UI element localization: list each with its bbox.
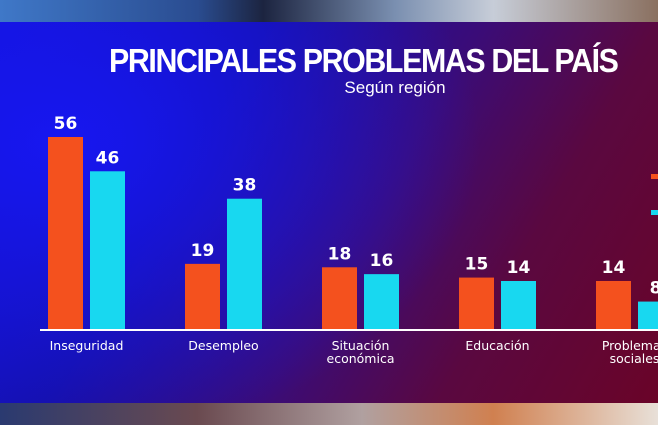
- chart-title: PRINCIPALES PROBLEMAS DEL PAÍS: [108, 42, 619, 79]
- category-label: Educación: [465, 338, 529, 353]
- value-label: 56: [54, 114, 78, 134]
- value-label: 16: [370, 251, 394, 271]
- bar-3-1: [501, 281, 536, 329]
- value-label: 19: [191, 241, 215, 261]
- bar-2-0: [322, 267, 357, 329]
- category-label: Inseguridad: [50, 338, 124, 353]
- bar-3-0: [459, 277, 494, 329]
- bar-0-1: [90, 171, 125, 329]
- background-photo-top: [0, 0, 658, 22]
- value-label: 38: [233, 176, 257, 196]
- chart-subtitle: Según región: [344, 78, 446, 97]
- category-label: Situación: [332, 338, 390, 353]
- bar-2-1: [364, 274, 399, 329]
- category-label: Desempleo: [188, 338, 258, 353]
- value-label: 8: [650, 279, 658, 299]
- value-label: 18: [328, 244, 352, 264]
- value-label: 14: [602, 258, 626, 278]
- legend-swatch: [651, 210, 658, 215]
- value-label: 14: [507, 258, 531, 278]
- legend-swatch: [651, 174, 658, 179]
- background-photo-bottom: [0, 403, 658, 425]
- category-label: económica: [327, 351, 395, 366]
- value-label: 46: [96, 148, 120, 168]
- category-label: sociales: [610, 351, 658, 366]
- bar-0-0: [48, 137, 83, 329]
- bar-4-1: [638, 301, 658, 329]
- bar-4-0: [596, 281, 631, 329]
- bar-1-1: [227, 198, 262, 329]
- value-label: 15: [465, 255, 489, 275]
- bar-1-0: [185, 263, 220, 329]
